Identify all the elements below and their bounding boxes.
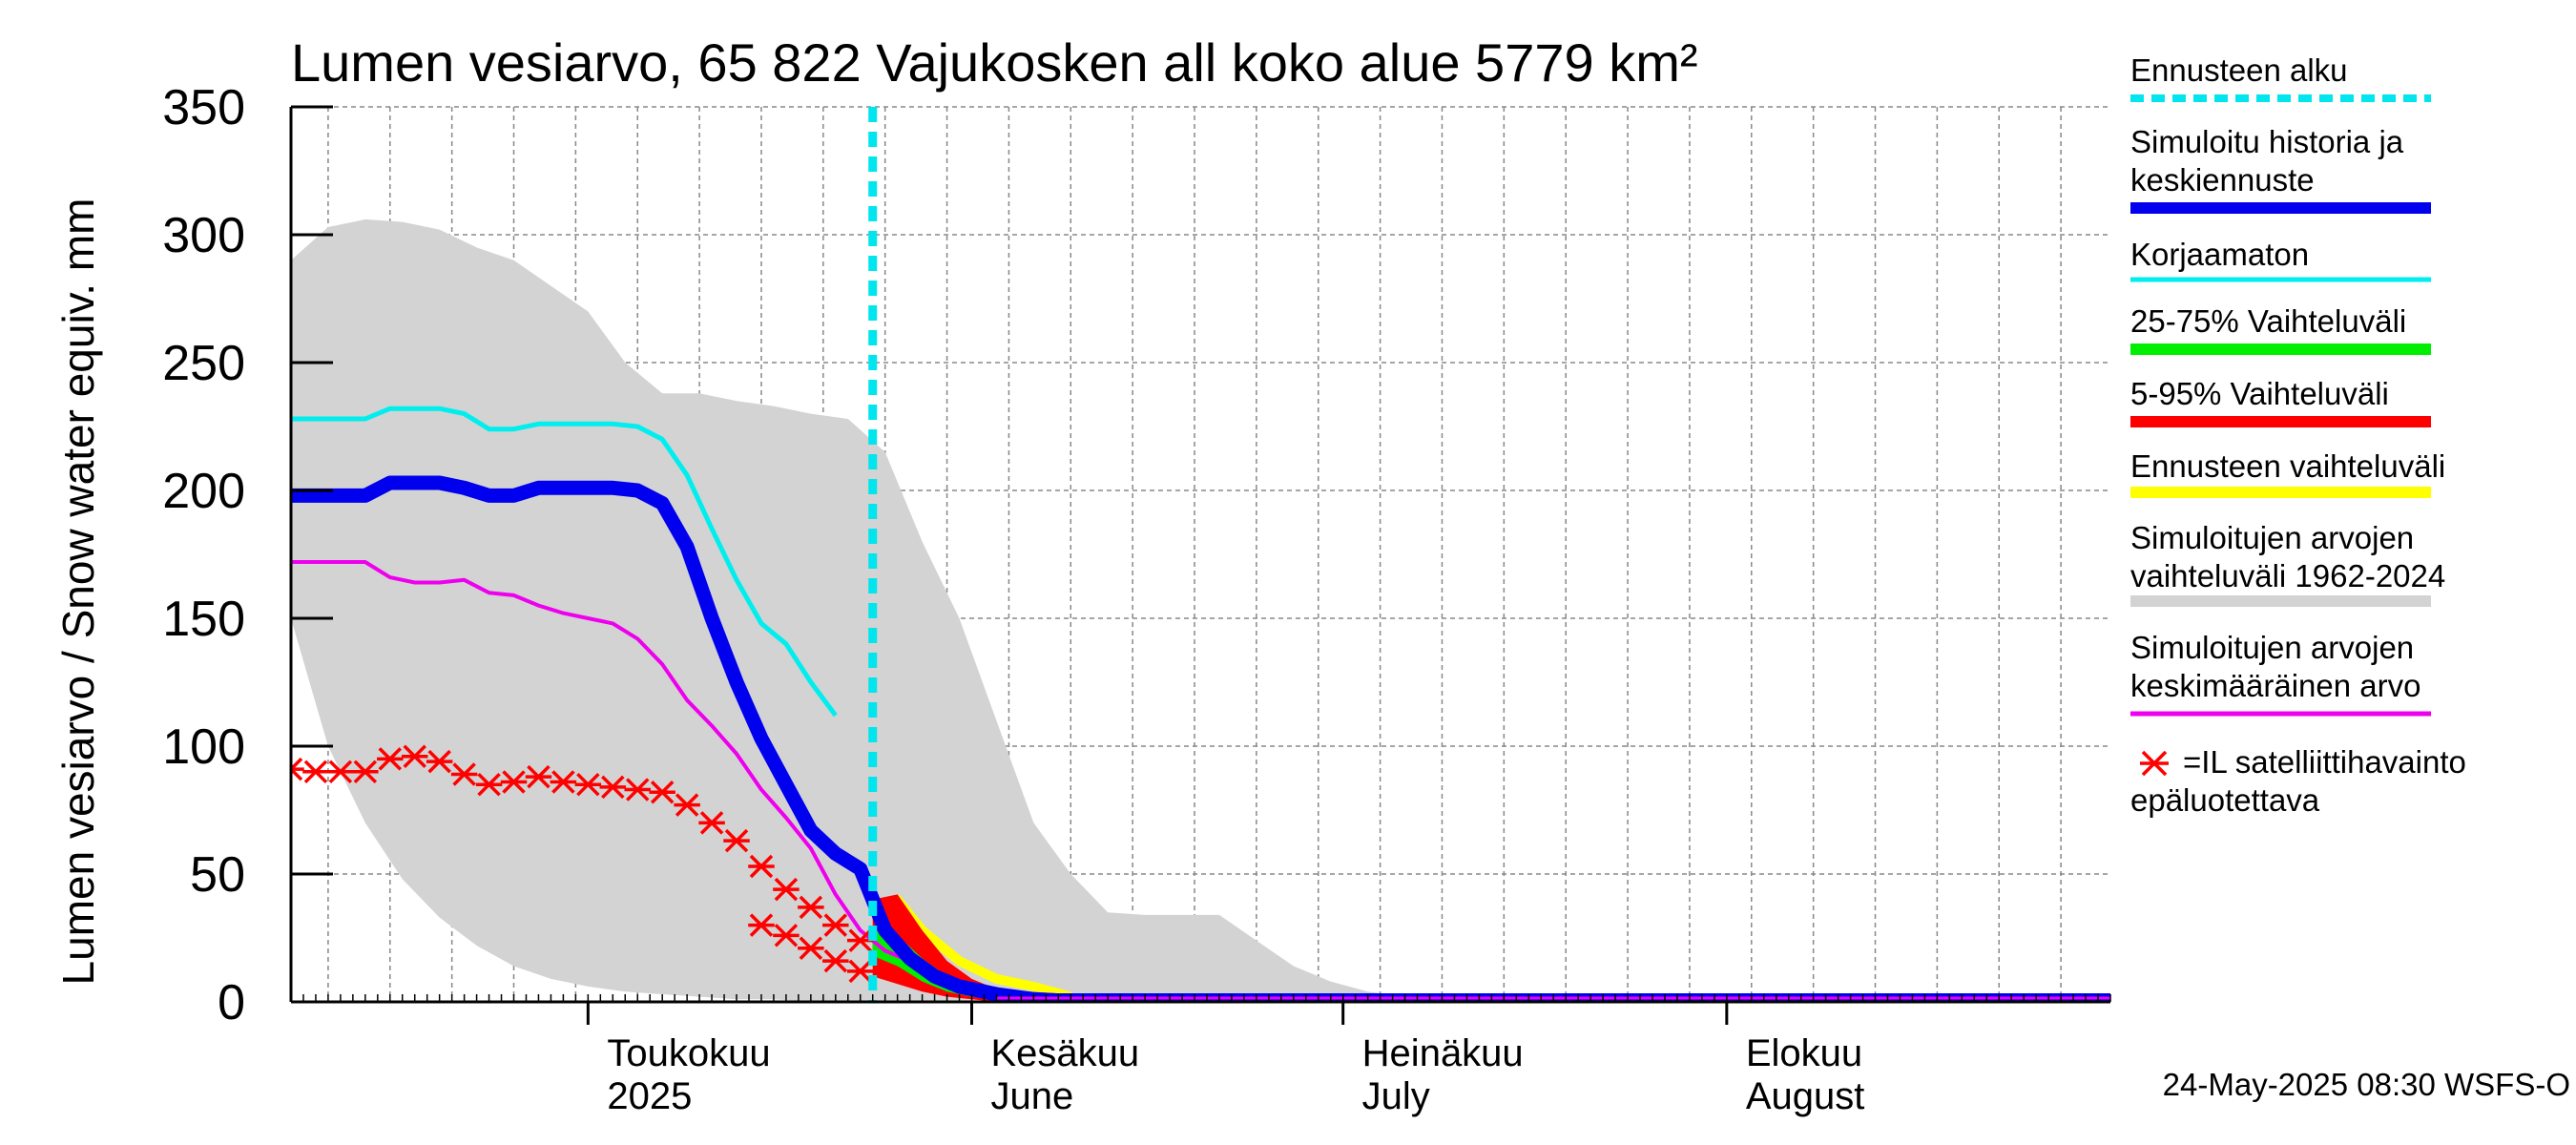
series-group	[291, 219, 2110, 1002]
satellite-marker	[748, 854, 775, 879]
legend-label: Ennusteen alku	[2130, 52, 2348, 88]
uncorrected-line	[291, 406, 838, 718]
legend-label: Simuloitu historia ja	[2130, 124, 2404, 159]
satellite-marker	[291, 757, 304, 781]
y-tick-label: 200	[162, 464, 245, 519]
legend-label: Simuloitujen arvojen	[2130, 520, 2414, 555]
satellite-marker	[846, 959, 874, 984]
legend-label: Simuloitujen arvojen	[2130, 630, 2414, 665]
marker-stroke	[291, 766, 303, 781]
satellite-marker	[674, 793, 700, 817]
satellite-marker	[550, 770, 577, 794]
satellite-marker	[773, 877, 800, 902]
satellite-marker	[599, 775, 627, 800]
satellite-marker	[748, 913, 775, 937]
legend-label: epäluotettava	[2130, 782, 2320, 818]
satellite-marker	[352, 760, 379, 784]
satellite-marker	[798, 936, 824, 960]
legend-label: 25-75% Vaihteluväli	[2130, 303, 2406, 339]
satellite-marker	[302, 760, 329, 784]
satellite-marker	[624, 778, 651, 802]
x-month-label: Heinäkuu	[1362, 1032, 1524, 1074]
y-axis-label: Lumen vesiarvo / Snow water equiv. mm	[53, 198, 103, 986]
satellite-marker	[426, 749, 453, 774]
satellite-marker	[401, 744, 428, 768]
y-tick-label: 100	[162, 719, 245, 775]
satellite-marker	[773, 924, 800, 947]
y-tick-label: 0	[218, 975, 245, 1030]
satellite-marker	[574, 772, 602, 797]
chart-title: Lumen vesiarvo, 65 822 Vajukosken all ko…	[291, 32, 1697, 93]
legend-marker-satellite	[2140, 750, 2169, 777]
y-tick-label: 150	[162, 592, 245, 647]
y-tick-label: 250	[162, 336, 245, 391]
legend-label: Ennusteen vaihteluväli	[2130, 448, 2445, 484]
x-month-label: Elokuu	[1746, 1032, 1862, 1074]
satellite-marker	[798, 895, 824, 920]
x-month-sublabel: 2025	[607, 1075, 692, 1117]
satellite-marker	[822, 948, 849, 973]
legend-label: 5-95% Vaihteluväli	[2130, 376, 2389, 411]
satellite-marker	[475, 772, 503, 797]
footer-timestamp: 24-May-2025 08:30 WSFS-O	[2163, 1067, 2570, 1102]
satellite-marker	[500, 770, 528, 794]
y-tick-label: 50	[190, 847, 245, 903]
x-month-sublabel: August	[1746, 1075, 1865, 1117]
x-month-sublabel: July	[1362, 1075, 1430, 1117]
y-tick-label: 300	[162, 208, 245, 263]
y-tick-label: 350	[162, 80, 245, 135]
satellite-marker	[377, 747, 404, 771]
satellite-marker	[525, 764, 552, 789]
x-month-label: Toukokuu	[607, 1032, 770, 1074]
satellite-marker	[450, 762, 478, 786]
marker-stroke	[291, 757, 303, 772]
x-month-sublabel: June	[991, 1075, 1074, 1117]
legend-label: keskimääräinen arvo	[2130, 668, 2420, 703]
satellite-marker	[327, 760, 354, 784]
legend-label: =IL satelliittihavainto	[2183, 744, 2466, 780]
satellite-marker	[649, 781, 675, 804]
satellite-marker	[698, 811, 725, 835]
historical-range-band	[291, 219, 2110, 1002]
legend-label: Korjaamaton	[2130, 237, 2309, 272]
satellite-marker	[723, 828, 750, 853]
simulated-history-line	[291, 475, 2110, 1002]
satellite-marker	[822, 913, 849, 937]
legend-label: keskiennuste	[2130, 162, 2315, 198]
legend-label: vaihteluväli 1962-2024	[2130, 558, 2445, 593]
x-month-label: Kesäkuu	[991, 1032, 1140, 1074]
